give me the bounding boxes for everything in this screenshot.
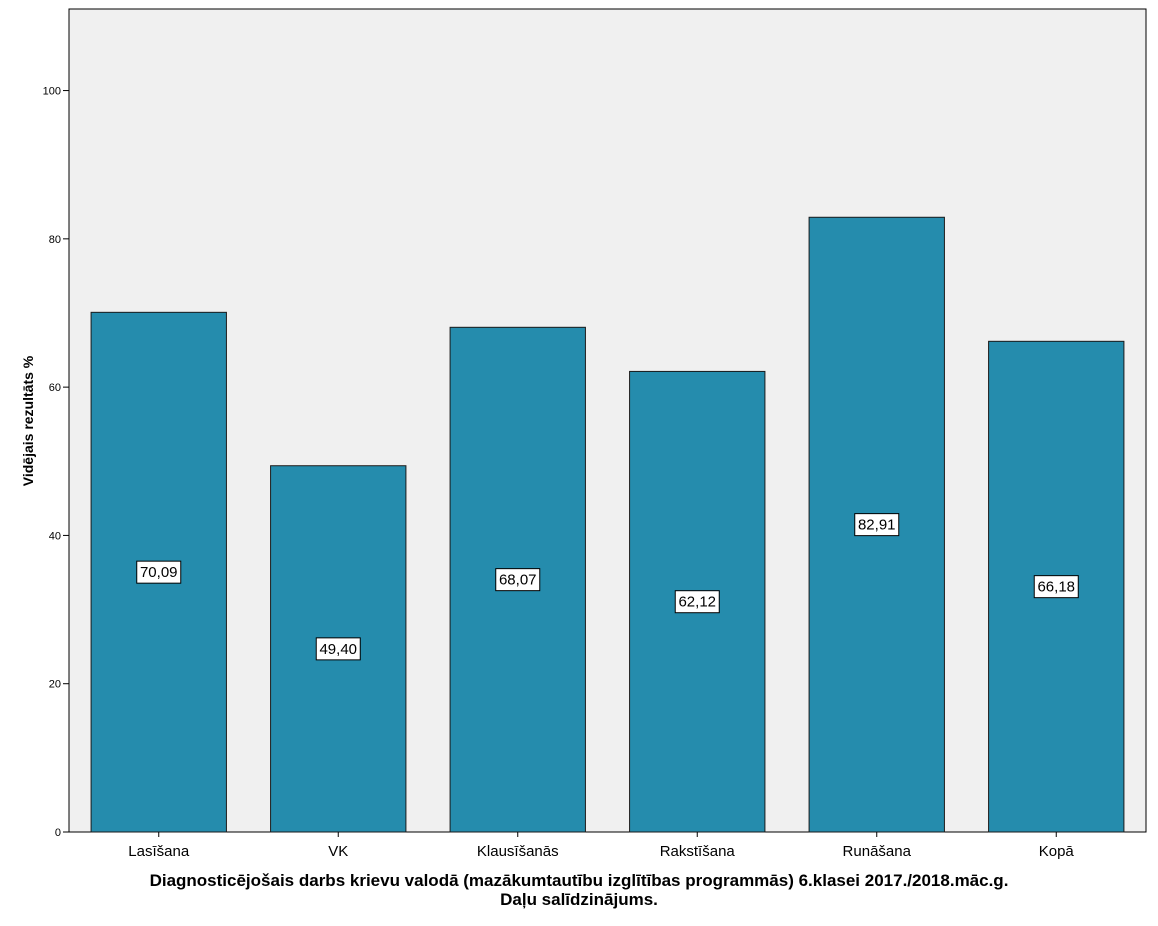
y-tick-label: 80 [49, 234, 61, 246]
data-label-box [674, 590, 720, 614]
x-tick-label: Rakstīšana [660, 843, 736, 860]
y-axis-label: Vidējais rezultāts % [20, 355, 36, 486]
data-label: 70,09 [140, 564, 178, 581]
data-label: 49,40 [319, 641, 357, 658]
bars-layer: 70,09 49,40 68,07 62,12 82,91 66,18 [90, 216, 1125, 833]
y-axis: 0 20 40 60 80 100 [43, 86, 69, 839]
data-label-box [136, 560, 182, 584]
x-axis-title-line-2: Daļu salīdzinājums. [500, 890, 658, 909]
data-label-box [1033, 575, 1079, 599]
x-tick-label: Runāšana [843, 843, 912, 860]
y-tick-label: 60 [49, 382, 61, 394]
x-axis: Lasīšana VK Klausīšanās Rakstīšana Runāšana K… [128, 832, 1074, 860]
bar [270, 465, 407, 833]
x-tick-label: Lasīšana [128, 843, 190, 860]
x-tick-label: Klausīšanās [477, 843, 559, 860]
x-tick-label: VK [328, 843, 348, 860]
data-label: 68,07 [499, 572, 537, 589]
x-tick-label: Kopā [1039, 843, 1075, 860]
data-label: 82,91 [858, 517, 896, 534]
data-label: 62,12 [678, 594, 716, 611]
y-tick-label: 0 [55, 827, 61, 839]
data-label-box [315, 637, 361, 661]
data-label-box [854, 513, 900, 537]
y-tick-label: 100 [43, 86, 61, 98]
y-tick-label: 20 [49, 679, 61, 691]
y-tick-label: 40 [49, 530, 61, 542]
data-label: 66,18 [1037, 579, 1075, 596]
x-axis-title-line-1: Diagnosticējošais darbs krievu valodā (m… [149, 871, 1009, 890]
data-label-box [495, 568, 541, 592]
plot-area [68, 8, 1147, 833]
